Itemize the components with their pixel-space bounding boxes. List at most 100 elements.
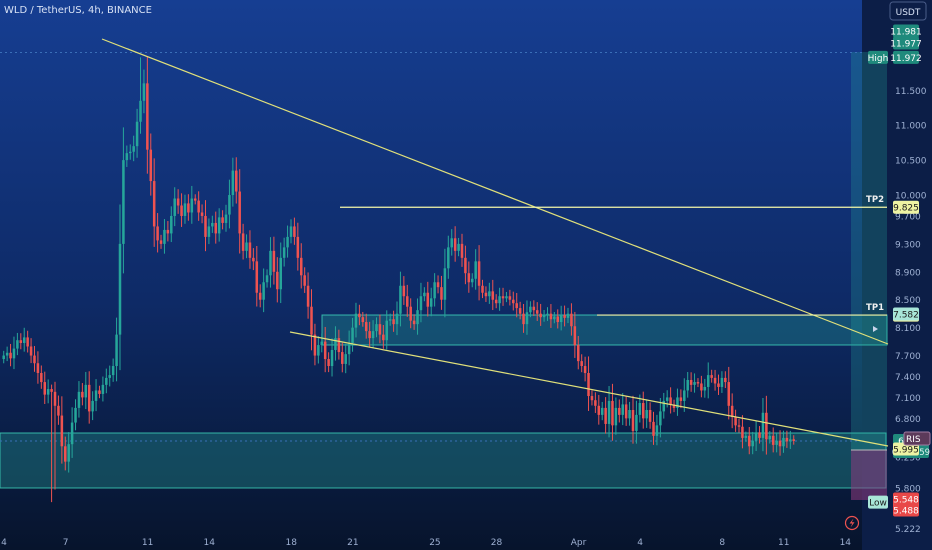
candle-body (221, 217, 224, 223)
candle-166 (570, 303, 573, 336)
candle-24 (84, 371, 88, 410)
candle-body (771, 435, 775, 445)
time-tick-label: 14 (203, 538, 215, 548)
risk-label-badge: RIS (903, 431, 931, 446)
candle-218 (748, 426, 751, 455)
candle-body (12, 348, 16, 359)
candle-184 (631, 395, 635, 444)
candle-224 (768, 431, 772, 444)
candle-89 (306, 272, 310, 319)
candle-body (655, 425, 659, 436)
price-tick-label: 9.300 (895, 240, 921, 250)
candle-body (320, 341, 324, 346)
candle-81 (279, 242, 282, 304)
candle-49 (170, 206, 173, 243)
candle-85 (293, 217, 296, 245)
price-tick-label: 8.500 (895, 296, 921, 306)
candle-body (457, 243, 460, 251)
currency-button[interactable]: USDT (889, 1, 927, 21)
zone-top-badge: 7.582 (893, 307, 919, 321)
candle-206 (706, 362, 710, 399)
lightning-icon[interactable] (844, 515, 860, 531)
candle-body (135, 121, 139, 147)
candle-104 (358, 304, 361, 326)
stop-badge-2-text: 5.488 (893, 507, 919, 517)
candle-183 (628, 401, 631, 426)
candle-21 (74, 399, 77, 431)
candle-63 (217, 208, 221, 242)
candle-body (224, 214, 228, 223)
candle-167 (573, 311, 577, 358)
candle-198 (679, 389, 683, 409)
candle-body (152, 181, 156, 227)
candle-62 (214, 211, 218, 244)
candle-16 (57, 395, 60, 425)
candle-227 (778, 430, 782, 456)
candle-body (46, 389, 50, 395)
candle-59 (204, 200, 207, 252)
candle-50 (173, 187, 176, 227)
candle-182 (624, 396, 628, 426)
candle-207 (710, 369, 713, 383)
stop-badge-1: 5.548 (893, 492, 919, 506)
candle-197 (676, 388, 679, 416)
candle-80 (276, 257, 279, 303)
candle-199 (683, 378, 686, 412)
candle-body (330, 349, 334, 367)
candle-222 (761, 397, 765, 452)
candle-body (334, 338, 337, 350)
candle-112 (385, 310, 389, 350)
candle-9 (33, 346, 36, 372)
candle-body (351, 327, 354, 343)
candle-78 (269, 237, 272, 288)
high-label-badge: High (868, 50, 888, 64)
candle-103 (354, 302, 358, 338)
time-tick-label: 11 (142, 538, 153, 548)
candle-151 (518, 301, 522, 320)
candle-body (556, 316, 560, 323)
candle-128 (440, 275, 443, 310)
candle-10 (36, 351, 40, 384)
candle-66 (228, 179, 231, 229)
candle-116 (399, 271, 402, 327)
candle-125 (429, 287, 433, 317)
candle-body (317, 345, 320, 356)
candle-53 (183, 194, 187, 224)
candle-body (488, 291, 491, 297)
candle-body (426, 292, 430, 307)
candle-body (676, 397, 679, 408)
candle-body (146, 83, 149, 150)
candle-195 (669, 387, 672, 414)
candle-body (289, 226, 293, 237)
candle-160 (549, 304, 553, 328)
candle-body (409, 306, 412, 321)
candle-body (272, 250, 276, 272)
candle-231 (792, 435, 795, 445)
candle-body (744, 435, 748, 438)
top-badge-2-text: 11.977 (890, 40, 922, 50)
candle-body (364, 322, 368, 332)
candle-body (727, 382, 731, 406)
candle-body (67, 444, 70, 462)
candle-228 (782, 430, 785, 453)
candle-body (265, 275, 269, 283)
candle-30 (105, 368, 108, 394)
candle-211 (724, 371, 727, 389)
candle-body (522, 313, 525, 325)
candle-body (293, 226, 296, 237)
candle-body (310, 306, 313, 335)
candle-60 (207, 218, 211, 245)
candle-152 (522, 304, 525, 333)
candle-body (761, 412, 765, 438)
candle-body (402, 285, 406, 297)
candle-92 (317, 336, 320, 364)
candle-131 (450, 229, 453, 256)
candle-body (282, 247, 286, 258)
candle-180 (618, 399, 621, 423)
candle-body (720, 377, 724, 387)
candle-11 (40, 365, 43, 389)
candle-191 (655, 414, 659, 446)
candle-body (19, 340, 23, 343)
candle-172 (590, 390, 594, 406)
candle-48 (166, 221, 170, 242)
